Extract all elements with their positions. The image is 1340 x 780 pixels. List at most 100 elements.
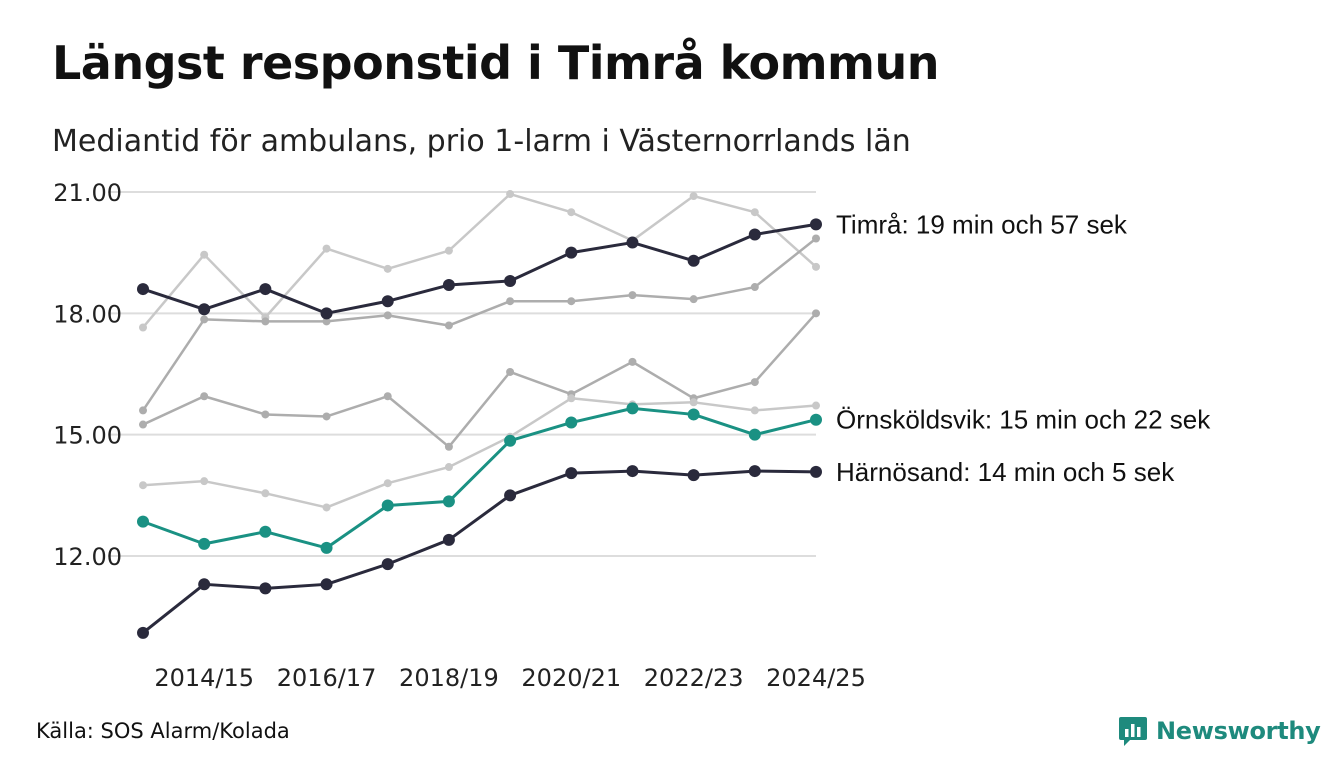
data-point <box>381 499 394 512</box>
data-point <box>200 477 209 486</box>
data-point <box>506 190 515 199</box>
data-point <box>198 303 211 316</box>
data-point <box>261 317 270 326</box>
brand-logo[interactable]: Newsworthy <box>1118 714 1321 748</box>
data-point <box>567 394 576 403</box>
data-point <box>261 410 270 419</box>
x-tick-label: 2022/23 <box>644 664 744 692</box>
y-tick-label: 12.00 <box>53 543 122 571</box>
highlight-series <box>137 218 822 639</box>
data-point <box>198 537 211 550</box>
series-labels: Timrå: 19 min och 57 sek Örnsköldsvik: 15… <box>836 209 1211 487</box>
series-end-label: Härnösand: 14 min och 5 sek <box>836 457 1175 487</box>
chart-subtitle: Mediantid för ambulans, prio 1-larm i Vä… <box>52 124 911 159</box>
data-point <box>381 558 394 571</box>
data-point <box>259 582 272 595</box>
series--rnsk-ldsvik <box>137 402 822 554</box>
series-h-rn-sand <box>137 465 822 639</box>
context-series <box>139 190 820 512</box>
data-point <box>506 297 515 306</box>
data-point <box>626 236 639 249</box>
data-point <box>383 392 392 401</box>
data-point <box>322 317 331 326</box>
data-point <box>139 406 147 415</box>
data-point <box>381 295 394 308</box>
data-point <box>200 392 209 401</box>
source-note: Källa: SOS Alarm/Kolada <box>36 719 290 743</box>
data-point <box>626 402 639 415</box>
y-axis: 12.00 15.00 18.00 21.00 <box>53 179 122 571</box>
brand-name: Newsworthy <box>1156 717 1321 745</box>
data-point <box>689 295 698 304</box>
data-point <box>748 228 761 241</box>
data-point <box>750 378 759 387</box>
data-point <box>812 309 820 318</box>
data-point <box>137 283 149 296</box>
data-point <box>812 401 820 410</box>
data-point <box>139 481 147 490</box>
data-point <box>504 489 517 502</box>
data-point <box>320 541 333 554</box>
data-point <box>628 291 637 300</box>
data-point <box>812 234 820 243</box>
data-point <box>261 489 270 498</box>
data-point <box>810 218 822 231</box>
x-tick-label: 2018/19 <box>399 664 499 692</box>
series-timr- <box>137 218 822 320</box>
data-point <box>259 283 272 296</box>
series-end-label: Örnsköldsvik: 15 min och 22 sek <box>836 405 1211 435</box>
series-line <box>142 406 817 550</box>
data-point <box>748 465 761 478</box>
y-tick-label: 15.00 <box>53 422 122 450</box>
data-point <box>383 311 392 320</box>
series-line <box>141 237 817 412</box>
chart-title: Längst responstid i Timrå kommun <box>52 36 939 90</box>
x-tick-label: 2024/25 <box>766 664 866 692</box>
data-point <box>687 408 700 421</box>
data-point <box>383 479 392 488</box>
data-point <box>444 246 453 255</box>
data-point <box>259 525 272 538</box>
gridlines <box>108 191 816 557</box>
line-chart: 12.00 15.00 18.00 21.00 2014/15 2016/17 2018/… <box>53 179 1211 692</box>
data-point <box>442 533 455 546</box>
series-line <box>142 222 817 315</box>
data-point <box>750 406 759 415</box>
x-tick-label: 2020/21 <box>521 664 621 692</box>
data-point <box>444 463 453 472</box>
data-point <box>626 465 639 478</box>
data-point <box>506 367 515 376</box>
data-point <box>322 244 331 253</box>
data-point <box>689 192 698 201</box>
data-point <box>137 515 149 528</box>
data-point <box>322 503 331 512</box>
data-point <box>812 262 820 271</box>
data-point <box>444 321 453 330</box>
data-point <box>322 412 331 421</box>
data-point <box>810 465 822 478</box>
data-point <box>565 467 578 480</box>
data-point <box>320 578 333 591</box>
data-point <box>444 442 453 451</box>
data-point <box>567 297 576 306</box>
series-context-a <box>139 190 820 332</box>
data-point <box>687 254 700 267</box>
series-line <box>142 397 817 509</box>
data-point <box>750 208 759 217</box>
data-point <box>504 434 517 447</box>
data-point <box>628 357 637 366</box>
x-tick-label: 2014/15 <box>154 664 254 692</box>
data-point <box>567 208 576 217</box>
series-line <box>142 312 817 449</box>
series-context-b <box>139 234 820 415</box>
data-point <box>442 495 455 508</box>
series-end-label: Timrå: 19 min och 57 sek <box>836 209 1128 239</box>
data-point <box>687 469 700 482</box>
data-point <box>200 250 209 259</box>
data-point <box>810 413 822 426</box>
data-point <box>442 279 455 292</box>
data-point <box>565 246 578 259</box>
series-line <box>142 192 817 329</box>
data-point <box>748 428 761 441</box>
series-line <box>142 469 817 635</box>
